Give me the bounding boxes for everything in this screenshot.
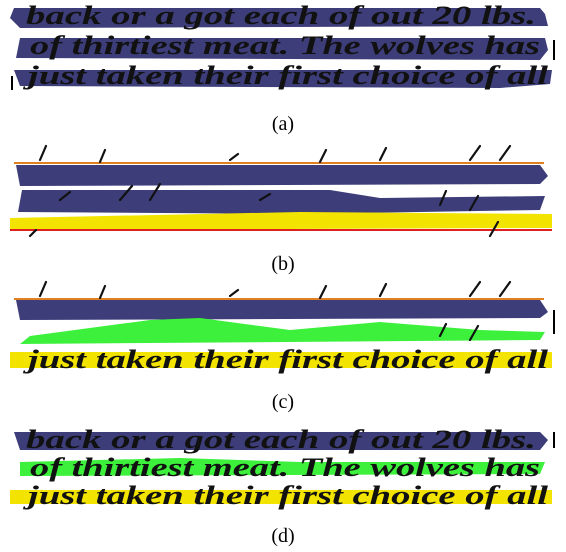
boundary-line — [14, 298, 544, 300]
panel-caption: (d) — [271, 525, 294, 547]
line-band — [16, 38, 548, 60]
handwriting-line: just taken their first choice of all — [22, 481, 549, 510]
handwriting-line: back or a got each of out 20 lbs. — [26, 425, 536, 454]
boundary-line — [14, 162, 544, 164]
stroke-fragments — [38, 280, 512, 342]
handwriting-line: back or a got each of out 20 lbs. — [26, 1, 536, 30]
panel-caption: (b) — [271, 253, 294, 275]
stroke-fragments — [28, 144, 512, 238]
handwriting-line: of thirtiest meat. The wolves has — [30, 453, 540, 482]
boundary-line — [10, 229, 552, 231]
line-band — [16, 300, 548, 320]
handwriting-line: just taken their first choice of all — [22, 345, 549, 374]
panel-b — [10, 144, 552, 238]
panel-a — [10, 8, 555, 90]
line-band — [10, 8, 548, 28]
panel-caption: (c) — [272, 391, 294, 413]
line-band — [14, 70, 552, 88]
panel-caption: (a) — [272, 113, 294, 135]
handwriting-line: of thirtiest meat. The wolves has — [30, 31, 540, 60]
panel-d — [10, 432, 555, 504]
handwriting-line: just taken their first choice of all — [22, 61, 549, 90]
line-band — [14, 432, 548, 450]
line-band — [10, 212, 552, 230]
line-band — [20, 318, 545, 344]
line-band — [10, 490, 552, 504]
line-band — [20, 458, 545, 476]
line-band — [16, 165, 548, 186]
line-band — [10, 352, 552, 368]
panel-c — [10, 280, 555, 368]
line-band — [18, 190, 545, 214]
